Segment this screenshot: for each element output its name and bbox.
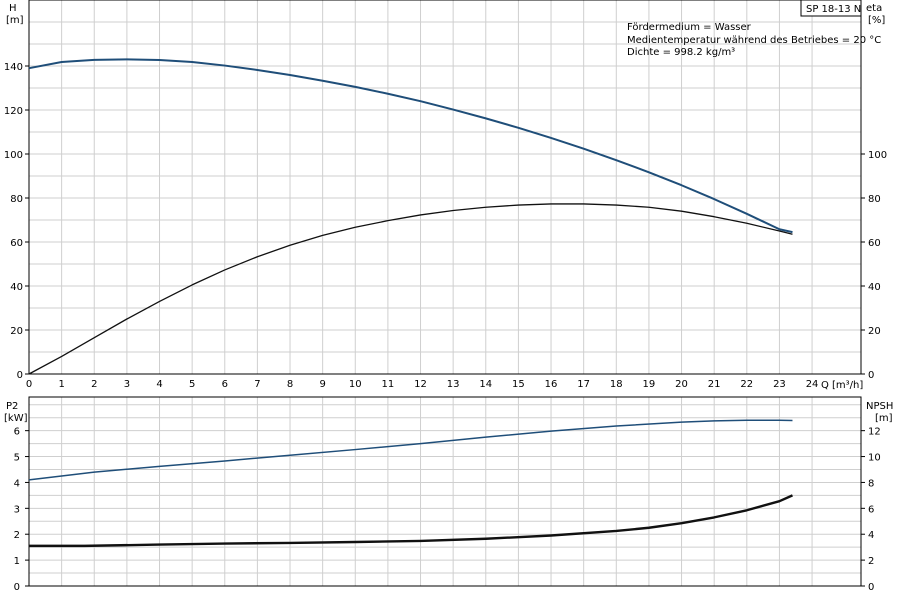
x-tick-label: 8 [287, 379, 293, 390]
p2-tick-label: 2 [14, 530, 20, 541]
eta-tick-label: 40 [868, 282, 881, 293]
x-tick-label: 20 [675, 379, 688, 390]
npsh-tick-label: 6 [868, 504, 874, 515]
x-tick-label: 23 [773, 379, 786, 390]
eta-tick-label: 80 [868, 194, 881, 205]
x-tick-label: 15 [512, 379, 525, 390]
tick-labels: 0 1 2 3 4 5 6 7 8 9 10 11 12 13 14 15 16 17 18 19 20 21 22 23 24… [4, 62, 887, 593]
x-tick-label: 22 [740, 379, 753, 390]
x-tick-label: 4 [156, 379, 162, 390]
x-tick-label: 11 [382, 379, 395, 390]
eta-axis-label: eta [866, 3, 882, 14]
x-tick-label: 12 [414, 379, 427, 390]
info-temperature: Medientemperatur während des Betriebes =… [627, 35, 881, 46]
eta-tick-label: 20 [868, 326, 881, 337]
h-tick-label: 0 [17, 370, 23, 381]
pump-model-box [800, 0, 862, 17]
h-tick-label: 120 [4, 106, 23, 117]
x-tick-label: 14 [479, 379, 492, 390]
x-tick-label: 18 [610, 379, 623, 390]
p2-tick-label: 5 [14, 453, 20, 464]
h-axis-label: H [9, 3, 17, 14]
eta-tick-label: 0 [868, 370, 874, 381]
q-axis-label: Q [821, 380, 829, 391]
p2-tick-label: 4 [14, 478, 20, 489]
h-tick-label: 20 [10, 326, 23, 337]
x-tick-label: 7 [254, 379, 260, 390]
npsh-tick-label: 12 [868, 427, 881, 438]
x-tick-label: 0 [26, 379, 32, 390]
x-tick-label: 24 [806, 379, 819, 390]
h-tick-label: 80 [10, 194, 23, 205]
series-layer [28, 58, 793, 548]
eta-tick-label: 100 [868, 150, 887, 161]
npsh-tick-label: 0 [868, 582, 874, 593]
x-tick-label: 17 [577, 379, 590, 390]
npsh-axis-label: NPSH [866, 401, 893, 412]
p2-axis-label: P2 [6, 401, 18, 412]
npsh-tick-label: 8 [868, 478, 874, 489]
x-tick-label: 2 [91, 379, 97, 390]
pump-model-label: SP 18-13 N [806, 4, 861, 15]
x-tick-label: 21 [708, 379, 721, 390]
x-tick-label: 10 [349, 379, 362, 390]
p2-tick-label: 1 [14, 556, 20, 567]
h-axis-unit: [m] [6, 15, 24, 26]
efficiency-curve [28, 203, 793, 375]
power-p2-curve [28, 419, 793, 481]
info-density: Dichte = 998.2 kg/m³ [627, 47, 735, 58]
p2-tick-label: 6 [14, 427, 20, 438]
q-axis-unit: [m³/h] [832, 380, 863, 391]
h-tick-label: 140 [4, 62, 23, 73]
h-tick-label: 100 [4, 150, 23, 161]
p2-axis-unit: [kW] [4, 413, 28, 424]
npsh-tick-label: 2 [868, 556, 874, 567]
bottom-grid [28, 397, 861, 586]
x-tick-label: 3 [124, 379, 130, 390]
x-tick-label: 9 [319, 379, 325, 390]
x-tick-label: 13 [447, 379, 460, 390]
x-tick-label: 16 [545, 379, 558, 390]
x-tick-label: 6 [222, 379, 228, 390]
eta-axis-unit: [%] [868, 15, 885, 26]
eta-tick-label: 60 [868, 238, 881, 249]
h-tick-label: 40 [10, 282, 23, 293]
npsh-curve [29, 494, 793, 548]
x-tick-label: 1 [58, 379, 64, 390]
bottom-plot-frame [28, 396, 862, 587]
npsh-tick-label: 4 [868, 530, 874, 541]
x-tick-label: 5 [189, 379, 195, 390]
top-grid [28, 0, 861, 374]
p2-tick-label: 3 [14, 504, 20, 515]
h-tick-label: 60 [10, 238, 23, 249]
head-curve [28, 58, 793, 234]
info-medium: Fördermedium = Wasser [627, 22, 752, 33]
x-tick-label: 19 [643, 379, 656, 390]
top-plot-frame [28, 0, 862, 375]
npsh-tick-label: 10 [868, 453, 881, 464]
npsh-axis-unit: [m] [875, 413, 893, 424]
p2-tick-label: 0 [14, 582, 20, 593]
